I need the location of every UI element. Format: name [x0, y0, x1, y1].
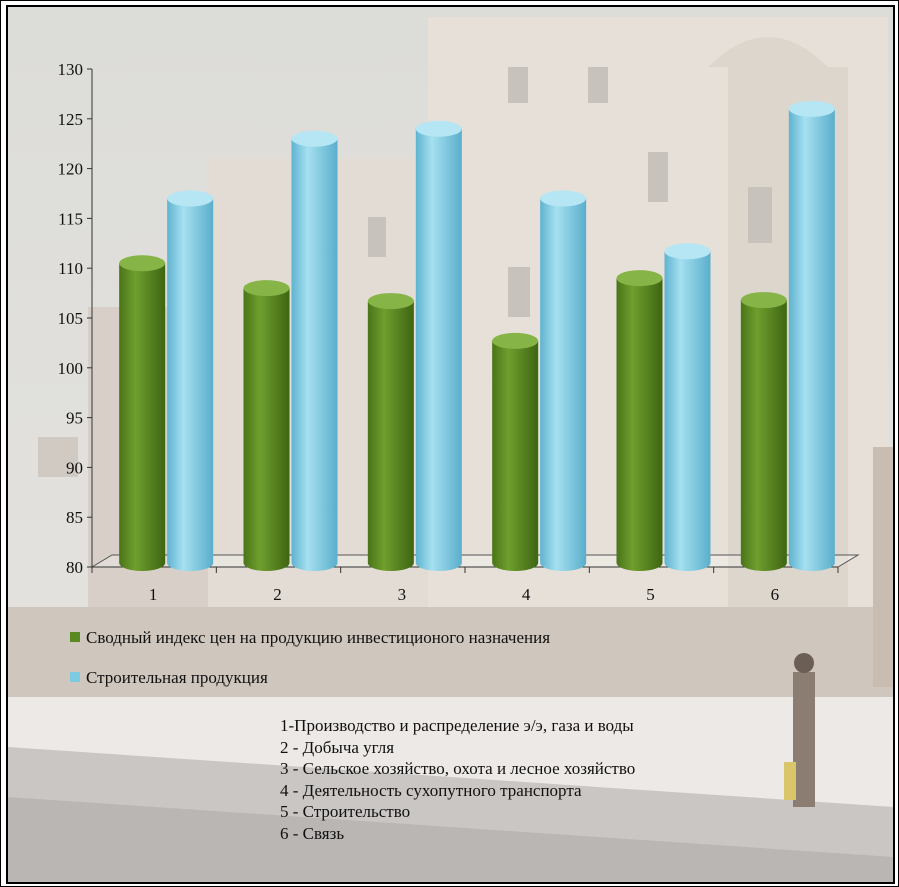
note-1: 1-Производство и распределение э/э, газа… [280, 716, 634, 735]
legend-swatch-series-2 [70, 672, 80, 682]
bar-top-series-1-cat-5 [616, 270, 663, 287]
note-2: 2 - Добыча угля [280, 737, 395, 757]
x-tick-label: 5 [646, 585, 655, 604]
bar-top-series-2-cat-1 [167, 190, 214, 207]
bar-series-2-cat-2 [291, 138, 338, 571]
y-tick-label: 120 [58, 160, 84, 179]
x-tick-label: 3 [398, 585, 407, 604]
bar-top-series-2-cat-5 [664, 243, 711, 260]
bar-series-2-cat-6 [788, 108, 835, 571]
note-5: 5 - Строительство [280, 802, 411, 821]
note-4: 4 - Деятельность сухопутного транспорта [280, 780, 582, 800]
y-tick-label: 100 [58, 359, 84, 378]
y-tick-label: 85 [66, 508, 83, 527]
bar-top-series-1-cat-4 [492, 332, 539, 349]
legend-label-series-1: Сводный индекс цен на продукцию инвестиц… [86, 628, 551, 647]
bar-series-1-cat-3 [367, 301, 414, 571]
legend-label-series-2: Строительная продукция [86, 668, 268, 687]
y-tick-label: 115 [58, 209, 83, 228]
slide: 80 85 90 95 100 105 110 115 120 125 130 1 2 3 4 5 6 Свод… [6, 5, 895, 884]
bar-top-series-2-cat-3 [415, 120, 462, 137]
note-3: 3 - Сельское хозяйство, охота и лесное х… [280, 759, 636, 778]
bar-series-2-cat-4 [540, 198, 587, 572]
bar-series-1-cat-5 [616, 278, 663, 571]
bar-top-series-1-cat-3 [367, 293, 414, 310]
bar-chart: 80 85 90 95 100 105 110 115 120 125 130 1 2 3 4 5 6 [58, 60, 860, 604]
bar-series-1-cat-2 [243, 288, 290, 571]
bar-top-series-2-cat-2 [291, 130, 338, 147]
bar-series-1-cat-6 [740, 300, 787, 571]
y-tick-label: 95 [66, 409, 83, 428]
note-6: 6 - Связь [280, 823, 345, 843]
y-tick-label: 130 [58, 60, 84, 79]
y-tick-label: 110 [58, 259, 83, 278]
bar-top-series-2-cat-4 [540, 190, 587, 207]
legend-item-series-2: Строительная продукция [70, 668, 268, 688]
y-tick-label: 105 [58, 309, 84, 328]
bar-series-1-cat-4 [492, 340, 539, 571]
legend-item-series-1: Сводный индекс цен на продукцию инвестиц… [70, 628, 550, 648]
bar-series-2-cat-1 [167, 198, 214, 572]
bar-series-1-cat-1 [119, 263, 166, 571]
x-tick-label: 4 [522, 585, 531, 604]
legend-swatch-series-1 [70, 632, 80, 642]
x-tick-label: 2 [273, 585, 282, 604]
y-tick-label: 90 [66, 458, 83, 477]
y-tick-label: 125 [58, 110, 84, 129]
x-tick-label: 1 [149, 585, 158, 604]
bar-top-series-2-cat-6 [788, 100, 835, 117]
bar-series-2-cat-3 [415, 128, 462, 571]
bar-top-series-1-cat-1 [119, 255, 166, 272]
bar-top-series-1-cat-2 [243, 280, 290, 297]
y-tick-label: 80 [66, 558, 83, 577]
bar-top-series-1-cat-6 [740, 292, 787, 309]
category-notes: 1-Производство и распределение э/э, газа… [280, 715, 635, 844]
bar-series-2-cat-5 [664, 251, 711, 571]
x-tick-label: 6 [771, 585, 780, 604]
